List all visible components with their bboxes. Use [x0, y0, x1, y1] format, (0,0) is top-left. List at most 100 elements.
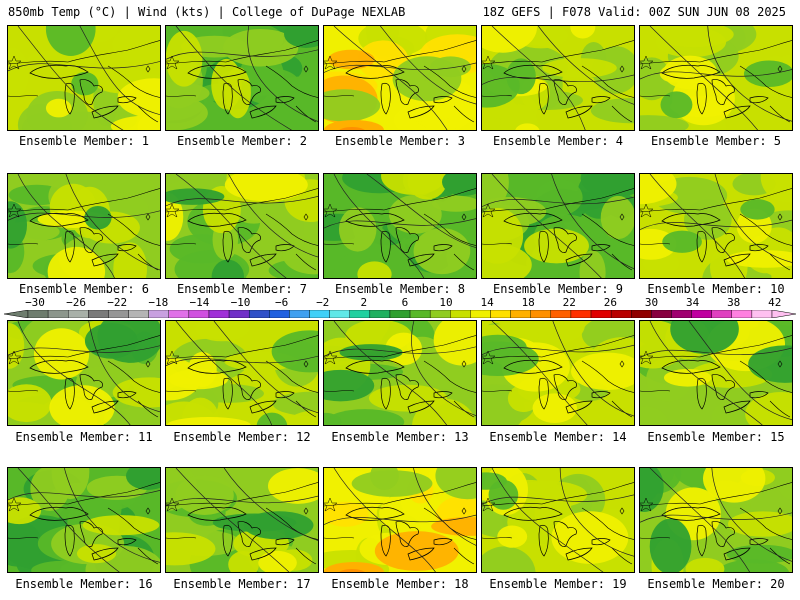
- ensemble-member-label: Ensemble Member: 4: [492, 134, 624, 148]
- colorbar-segment: [369, 310, 391, 318]
- colorbar-tick-label: 42: [768, 296, 782, 309]
- colorbar-segment: [470, 310, 491, 318]
- temperature-colorbar: [4, 310, 796, 318]
- ensemble-member-label: Ensemble Member: 1: [18, 134, 150, 148]
- ensemble-member-map: [165, 173, 319, 279]
- colorbar-segment: [450, 310, 471, 318]
- ensemble-member-label: Ensemble Member: 7: [176, 282, 308, 296]
- ensemble-member-label: Ensemble Member: 16: [15, 577, 153, 591]
- colorbar-tick-label: −10: [230, 296, 251, 309]
- ensemble-member-label: Ensemble Member: 13: [331, 430, 469, 444]
- ensemble-member-map: [481, 173, 635, 279]
- map-title: 850mb Temp (°C) | Wind (kts) | College o…: [8, 5, 406, 19]
- colorbar-tick-label: 38: [727, 296, 741, 309]
- colorbar-tick-label: −2: [316, 296, 330, 309]
- ensemble-member-label: Ensemble Member: 15: [647, 430, 785, 444]
- ensemble-member-map: [323, 173, 477, 279]
- ensemble-member-label: Ensemble Member: 12: [173, 430, 311, 444]
- ensemble-member-label: Ensemble Member: 5: [650, 134, 782, 148]
- ensemble-member-map: [639, 25, 793, 131]
- colorbar-segment: [530, 310, 552, 318]
- colorbar-segment: [289, 310, 310, 318]
- ensemble-member-map: [165, 320, 319, 426]
- ensemble-member-label: Ensemble Member: 8: [334, 282, 466, 296]
- ensemble-member-map: [323, 467, 477, 573]
- colorbar-segment: [269, 310, 290, 318]
- ensemble-member-label: Ensemble Member: 6: [18, 282, 150, 296]
- colorbar-segment: [349, 310, 371, 318]
- colorbar-segment: [691, 310, 712, 318]
- colorbar-segment: [208, 310, 230, 318]
- colorbar-segment: [490, 310, 511, 318]
- colorbar-tick-label: 2: [360, 296, 368, 309]
- ensemble-member-label: Ensemble Member: 3: [334, 134, 466, 148]
- colorbar-tick-label: 30: [644, 296, 659, 309]
- ensemble-member-label: Ensemble Member: 10: [647, 282, 785, 296]
- colorbar-segment: [228, 310, 250, 318]
- ensemble-member-label: Ensemble Member: 17: [173, 577, 311, 591]
- colorbar-tick-label: 6: [401, 296, 409, 309]
- ensemble-member-map: [7, 25, 161, 131]
- colorbar-segment: [671, 310, 692, 318]
- colorbar-segment: [47, 310, 69, 318]
- colorbar-segment: [168, 310, 190, 318]
- colorbar-tick-label: 34: [685, 296, 700, 309]
- ensemble-member-map: [481, 467, 635, 573]
- colorbar-segment: [108, 310, 129, 318]
- colorbar-segment: [148, 310, 169, 318]
- colorbar-segment: [651, 310, 672, 318]
- colorbar-tick-label: −22: [107, 296, 128, 309]
- colorbar-segment: [389, 310, 411, 318]
- colorbar-tick-label: −6: [274, 296, 289, 309]
- ensemble-member-label: Ensemble Member: 14: [489, 430, 627, 444]
- colorbar-segment: [731, 310, 753, 318]
- colorbar-tick-label: −14: [189, 296, 210, 309]
- colorbar-tick-label: 26: [603, 296, 618, 309]
- ensemble-member-label: Ensemble Member: 11: [15, 430, 153, 444]
- colorbar-tick-label: 22: [562, 296, 576, 309]
- colorbar-segment: [550, 310, 572, 318]
- colorbar-segment: [409, 310, 431, 318]
- colorbar-tick-label: −18: [148, 296, 169, 309]
- ensemble-member-label: Ensemble Member: 19: [489, 577, 627, 591]
- colorbar-left-arrow: [4, 310, 29, 318]
- ensemble-member-map: [7, 173, 161, 279]
- colorbar-segment: [309, 310, 330, 318]
- ensemble-member-map: [481, 25, 635, 131]
- colorbar-segment: [590, 310, 612, 318]
- colorbar-segment: [128, 310, 149, 318]
- ensemble-member-label: Ensemble Member: 9: [492, 282, 624, 296]
- ensemble-member-label: Ensemble Member: 18: [331, 577, 469, 591]
- ensemble-member-map: [639, 173, 793, 279]
- colorbar-segment: [27, 310, 49, 318]
- colorbar-segment: [248, 310, 270, 318]
- colorbar-segment: [610, 310, 632, 318]
- colorbar-segment: [429, 310, 451, 318]
- colorbar-segment: [68, 310, 89, 318]
- colorbar-segment: [631, 310, 652, 318]
- ensemble-member-map: [323, 25, 477, 131]
- colorbar-segment: [711, 310, 732, 318]
- colorbar-tick-label: −26: [66, 296, 87, 309]
- ensemble-member-label: Ensemble Member: 2: [176, 134, 308, 148]
- colorbar-segment: [88, 310, 109, 318]
- ensemble-member-map: [481, 320, 635, 426]
- ensemble-member-map: [165, 467, 319, 573]
- ensemble-member-map: [323, 320, 477, 426]
- colorbar-tick-label: 10: [439, 296, 453, 309]
- model-run-info: 18Z GEFS | F078 Valid: 00Z SUN JUN 08 20…: [482, 5, 786, 19]
- colorbar-segment: [570, 310, 592, 318]
- colorbar-segment: [329, 310, 350, 318]
- colorbar-segment: [510, 310, 531, 318]
- ensemble-member-map: [639, 467, 793, 573]
- ensemble-member-map: [165, 25, 319, 131]
- ensemble-member-map: [7, 320, 161, 426]
- colorbar-right-arrow: [771, 310, 796, 318]
- ensemble-member-label: Ensemble Member: 20: [647, 577, 785, 591]
- colorbar-segment: [188, 310, 210, 318]
- colorbar-tick-label: 18: [521, 296, 535, 309]
- ensemble-member-map: [7, 467, 161, 573]
- ensemble-member-map: [639, 320, 793, 426]
- colorbar-segment: [751, 310, 773, 318]
- colorbar-tick-label: 14: [480, 296, 494, 309]
